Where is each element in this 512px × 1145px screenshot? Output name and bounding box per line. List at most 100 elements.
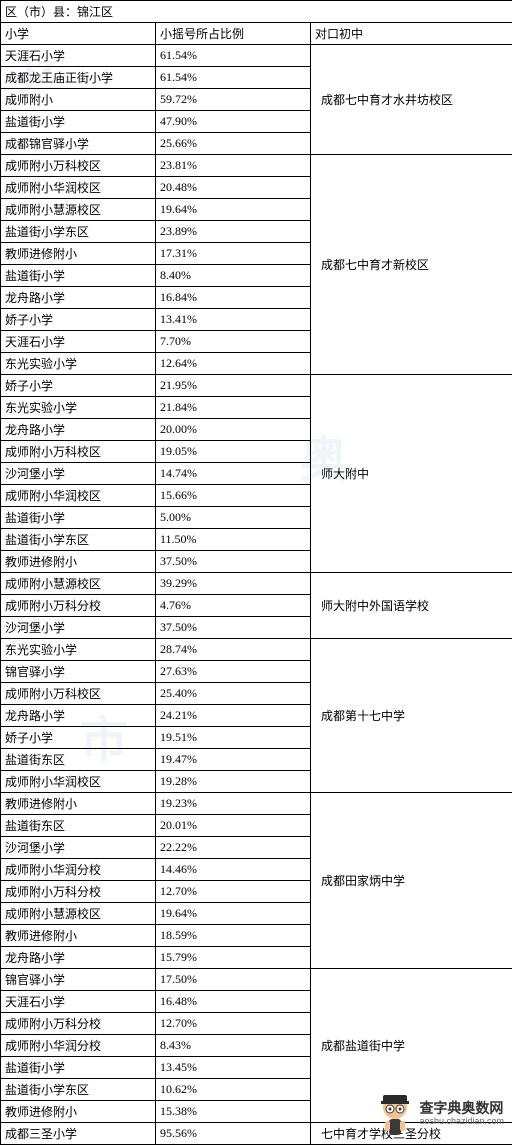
primary-school-cell: 成师附小慧源校区 bbox=[1, 903, 156, 925]
middle-school-cell: 成都田家炳中学 bbox=[311, 793, 512, 969]
ratio-cell: 47.90% bbox=[156, 111, 311, 133]
primary-school-cell: 娇子小学 bbox=[1, 727, 156, 749]
ratio-cell: 59.72% bbox=[156, 89, 311, 111]
middle-school-cell: 成都第十七中学 bbox=[311, 639, 512, 793]
ratio-cell: 11.50% bbox=[156, 529, 311, 551]
primary-school-cell: 盐道街小学 bbox=[1, 507, 156, 529]
ratio-cell: 37.50% bbox=[156, 617, 311, 639]
column-header: 小摇号所占比例 bbox=[156, 23, 311, 45]
ratio-cell: 14.74% bbox=[156, 463, 311, 485]
ratio-cell: 21.95% bbox=[156, 375, 311, 397]
ratio-cell: 95.56% bbox=[156, 1123, 311, 1145]
primary-school-cell: 教师进修附小 bbox=[1, 793, 156, 815]
primary-school-cell: 锦官驿小学 bbox=[1, 661, 156, 683]
middle-school-cell: 师大附中 bbox=[311, 375, 512, 573]
primary-school-cell: 天涯石小学 bbox=[1, 331, 156, 353]
primary-school-cell: 成都锦官驿小学 bbox=[1, 133, 156, 155]
ratio-cell: 19.64% bbox=[156, 199, 311, 221]
primary-school-cell: 天涯石小学 bbox=[1, 45, 156, 67]
primary-school-cell: 成师附小慧源校区 bbox=[1, 573, 156, 595]
ratio-cell: 23.81% bbox=[156, 155, 311, 177]
primary-school-cell: 盐道街小学东区 bbox=[1, 529, 156, 551]
ratio-cell: 25.40% bbox=[156, 683, 311, 705]
middle-school-cell: 成都七中育才水井坊校区 bbox=[311, 45, 512, 155]
ratio-cell: 37.50% bbox=[156, 551, 311, 573]
ratio-cell: 19.28% bbox=[156, 771, 311, 793]
ratio-cell: 8.40% bbox=[156, 265, 311, 287]
ratio-cell: 19.47% bbox=[156, 749, 311, 771]
table-row: 锦官驿小学17.50%成都盐道街中学 bbox=[1, 969, 512, 991]
ratio-cell: 12.64% bbox=[156, 353, 311, 375]
ratio-cell: 19.64% bbox=[156, 903, 311, 925]
primary-school-cell: 沙河堡小学 bbox=[1, 617, 156, 639]
primary-school-cell: 盐道街小学东区 bbox=[1, 221, 156, 243]
table-row: 教师进修附小19.23%成都田家炳中学 bbox=[1, 793, 512, 815]
ratio-cell: 61.54% bbox=[156, 45, 311, 67]
primary-school-cell: 天涯石小学 bbox=[1, 991, 156, 1013]
ratio-cell: 18.59% bbox=[156, 925, 311, 947]
table-row: 成师附小万科校区23.81%成都七中育才新校区 bbox=[1, 155, 512, 177]
primary-school-cell: 娇子小学 bbox=[1, 375, 156, 397]
ratio-cell: 13.41% bbox=[156, 309, 311, 331]
ratio-cell: 7.70% bbox=[156, 331, 311, 353]
primary-school-cell: 教师进修附小 bbox=[1, 925, 156, 947]
mascot-icon bbox=[375, 1089, 415, 1139]
primary-school-cell: 教师进修附小 bbox=[1, 243, 156, 265]
primary-school-cell: 龙舟路小学 bbox=[1, 419, 156, 441]
column-header: 小学 bbox=[1, 23, 156, 45]
ratio-cell: 19.23% bbox=[156, 793, 311, 815]
ratio-cell: 16.84% bbox=[156, 287, 311, 309]
primary-school-cell: 盐道街小学 bbox=[1, 265, 156, 287]
primary-school-cell: 成师附小万科分校 bbox=[1, 1013, 156, 1035]
footer-logo: 查字典奥数网 aoshu.chazidian.com bbox=[375, 1089, 504, 1139]
ratio-cell: 15.38% bbox=[156, 1101, 311, 1123]
table-row: 娇子小学21.95%师大附中 bbox=[1, 375, 512, 397]
primary-school-cell: 盐道街小学东区 bbox=[1, 1079, 156, 1101]
ratio-cell: 19.05% bbox=[156, 441, 311, 463]
ratio-cell: 19.51% bbox=[156, 727, 311, 749]
primary-school-cell: 成师附小华润分校 bbox=[1, 1035, 156, 1057]
ratio-cell: 20.00% bbox=[156, 419, 311, 441]
primary-school-cell: 成师附小万科校区 bbox=[1, 683, 156, 705]
primary-school-cell: 成师附小万科校区 bbox=[1, 155, 156, 177]
logo-cn: 查字典奥数网 bbox=[419, 1101, 504, 1116]
ratio-cell: 15.66% bbox=[156, 485, 311, 507]
ratio-cell: 25.66% bbox=[156, 133, 311, 155]
ratio-cell: 12.70% bbox=[156, 881, 311, 903]
primary-school-cell: 盐道街东区 bbox=[1, 815, 156, 837]
table-row: 东光实验小学28.74%成都第十七中学 bbox=[1, 639, 512, 661]
ratio-cell: 8.43% bbox=[156, 1035, 311, 1057]
ratio-cell: 28.74% bbox=[156, 639, 311, 661]
ratio-cell: 21.84% bbox=[156, 397, 311, 419]
primary-school-cell: 盐道街东区 bbox=[1, 749, 156, 771]
primary-school-cell: 成师附小慧源校区 bbox=[1, 199, 156, 221]
table-row: 天涯石小学61.54%成都七中育才水井坊校区 bbox=[1, 45, 512, 67]
primary-school-cell: 成师附小万科校区 bbox=[1, 441, 156, 463]
ratio-cell: 4.76% bbox=[156, 595, 311, 617]
primary-school-cell: 成都龙王庙正街小学 bbox=[1, 67, 156, 89]
primary-school-cell: 成师附小华润分校 bbox=[1, 859, 156, 881]
ratio-cell: 14.46% bbox=[156, 859, 311, 881]
primary-school-cell: 成师附小万科分校 bbox=[1, 881, 156, 903]
primary-school-cell: 龙舟路小学 bbox=[1, 287, 156, 309]
ratio-cell: 20.48% bbox=[156, 177, 311, 199]
primary-school-cell: 盐道街小学 bbox=[1, 111, 156, 133]
primary-school-cell: 龙舟路小学 bbox=[1, 947, 156, 969]
ratio-cell: 24.21% bbox=[156, 705, 311, 727]
logo-url: aoshu.chazidian.com bbox=[419, 1117, 504, 1127]
ratio-cell: 22.22% bbox=[156, 837, 311, 859]
primary-school-cell: 龙舟路小学 bbox=[1, 705, 156, 727]
primary-school-cell: 教师进修附小 bbox=[1, 1101, 156, 1123]
school-table: 区（市）县：锦江区小学小摇号所占比例对口初中天涯石小学61.54%成都七中育才水… bbox=[0, 0, 512, 1145]
ratio-cell: 5.00% bbox=[156, 507, 311, 529]
ratio-cell: 16.48% bbox=[156, 991, 311, 1013]
ratio-cell: 10.62% bbox=[156, 1079, 311, 1101]
ratio-cell: 20.01% bbox=[156, 815, 311, 837]
primary-school-cell: 成师附小华润校区 bbox=[1, 177, 156, 199]
primary-school-cell: 东光实验小学 bbox=[1, 397, 156, 419]
ratio-cell: 15.79% bbox=[156, 947, 311, 969]
ratio-cell: 23.89% bbox=[156, 221, 311, 243]
primary-school-cell: 沙河堡小学 bbox=[1, 463, 156, 485]
primary-school-cell: 成师附小万科分校 bbox=[1, 595, 156, 617]
ratio-cell: 27.63% bbox=[156, 661, 311, 683]
